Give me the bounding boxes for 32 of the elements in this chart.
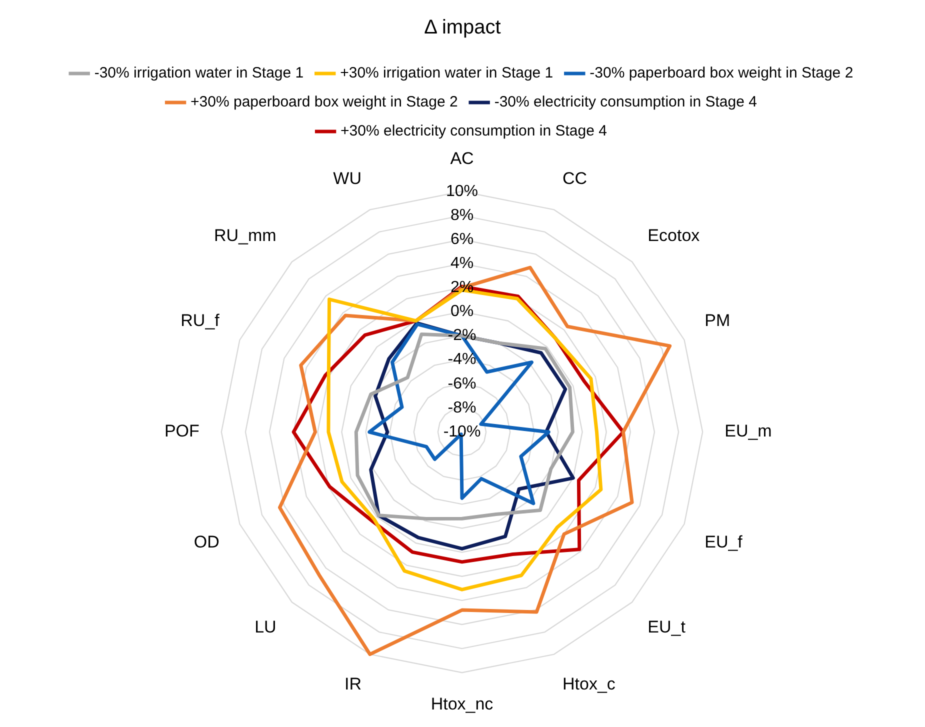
y-tick-label: -6% — [448, 375, 476, 392]
y-tick-label: 10% — [446, 182, 478, 200]
legend-label: -30% paperboard box weight in Stage 2 — [590, 64, 854, 82]
spoke-label: PM — [704, 310, 730, 330]
y-tick-label: -4% — [448, 351, 476, 368]
spoke-label: EU_f — [704, 532, 743, 552]
chart-title: Δ impact — [424, 16, 502, 39]
spoke-label: EU_m — [724, 422, 772, 441]
legend-label: +30% electricity consumption in Stage 4 — [340, 122, 607, 140]
spoke-label: RU_f — [180, 310, 220, 330]
spoke-label: EU_t — [648, 618, 686, 637]
spoke-label: AC — [450, 148, 474, 168]
y-tick-label: 4% — [450, 254, 474, 272]
spoke-label: WU — [333, 168, 362, 188]
y-tick-label: 0% — [450, 303, 474, 320]
spoke-label: POF — [164, 422, 200, 441]
spoke-label: LU — [254, 618, 276, 637]
y-tick-label: 8% — [450, 206, 474, 224]
spoke-label: Htox_c — [562, 674, 616, 694]
spoke-label: RU_mm — [214, 226, 276, 245]
legend-label: -30% electricity consumption in Stage 4 — [494, 94, 757, 111]
spoke-label: Htox_nc — [430, 694, 494, 714]
legend-label: +30% irrigation water in Stage 1 — [340, 64, 554, 82]
spoke-label: IR — [344, 674, 362, 694]
y-tick-label: -8% — [448, 399, 476, 416]
y-tick-label: 6% — [450, 230, 474, 248]
spoke-label: CC — [562, 168, 588, 188]
legend-label: -30% irrigation water in Stage 1 — [94, 64, 304, 82]
legend-label: +30% paperboard box weight in Stage 2 — [190, 94, 458, 111]
y-tick-label: -10% — [443, 423, 481, 440]
spoke-label: Ecotox — [648, 226, 700, 245]
spoke-label: OD — [194, 532, 220, 552]
